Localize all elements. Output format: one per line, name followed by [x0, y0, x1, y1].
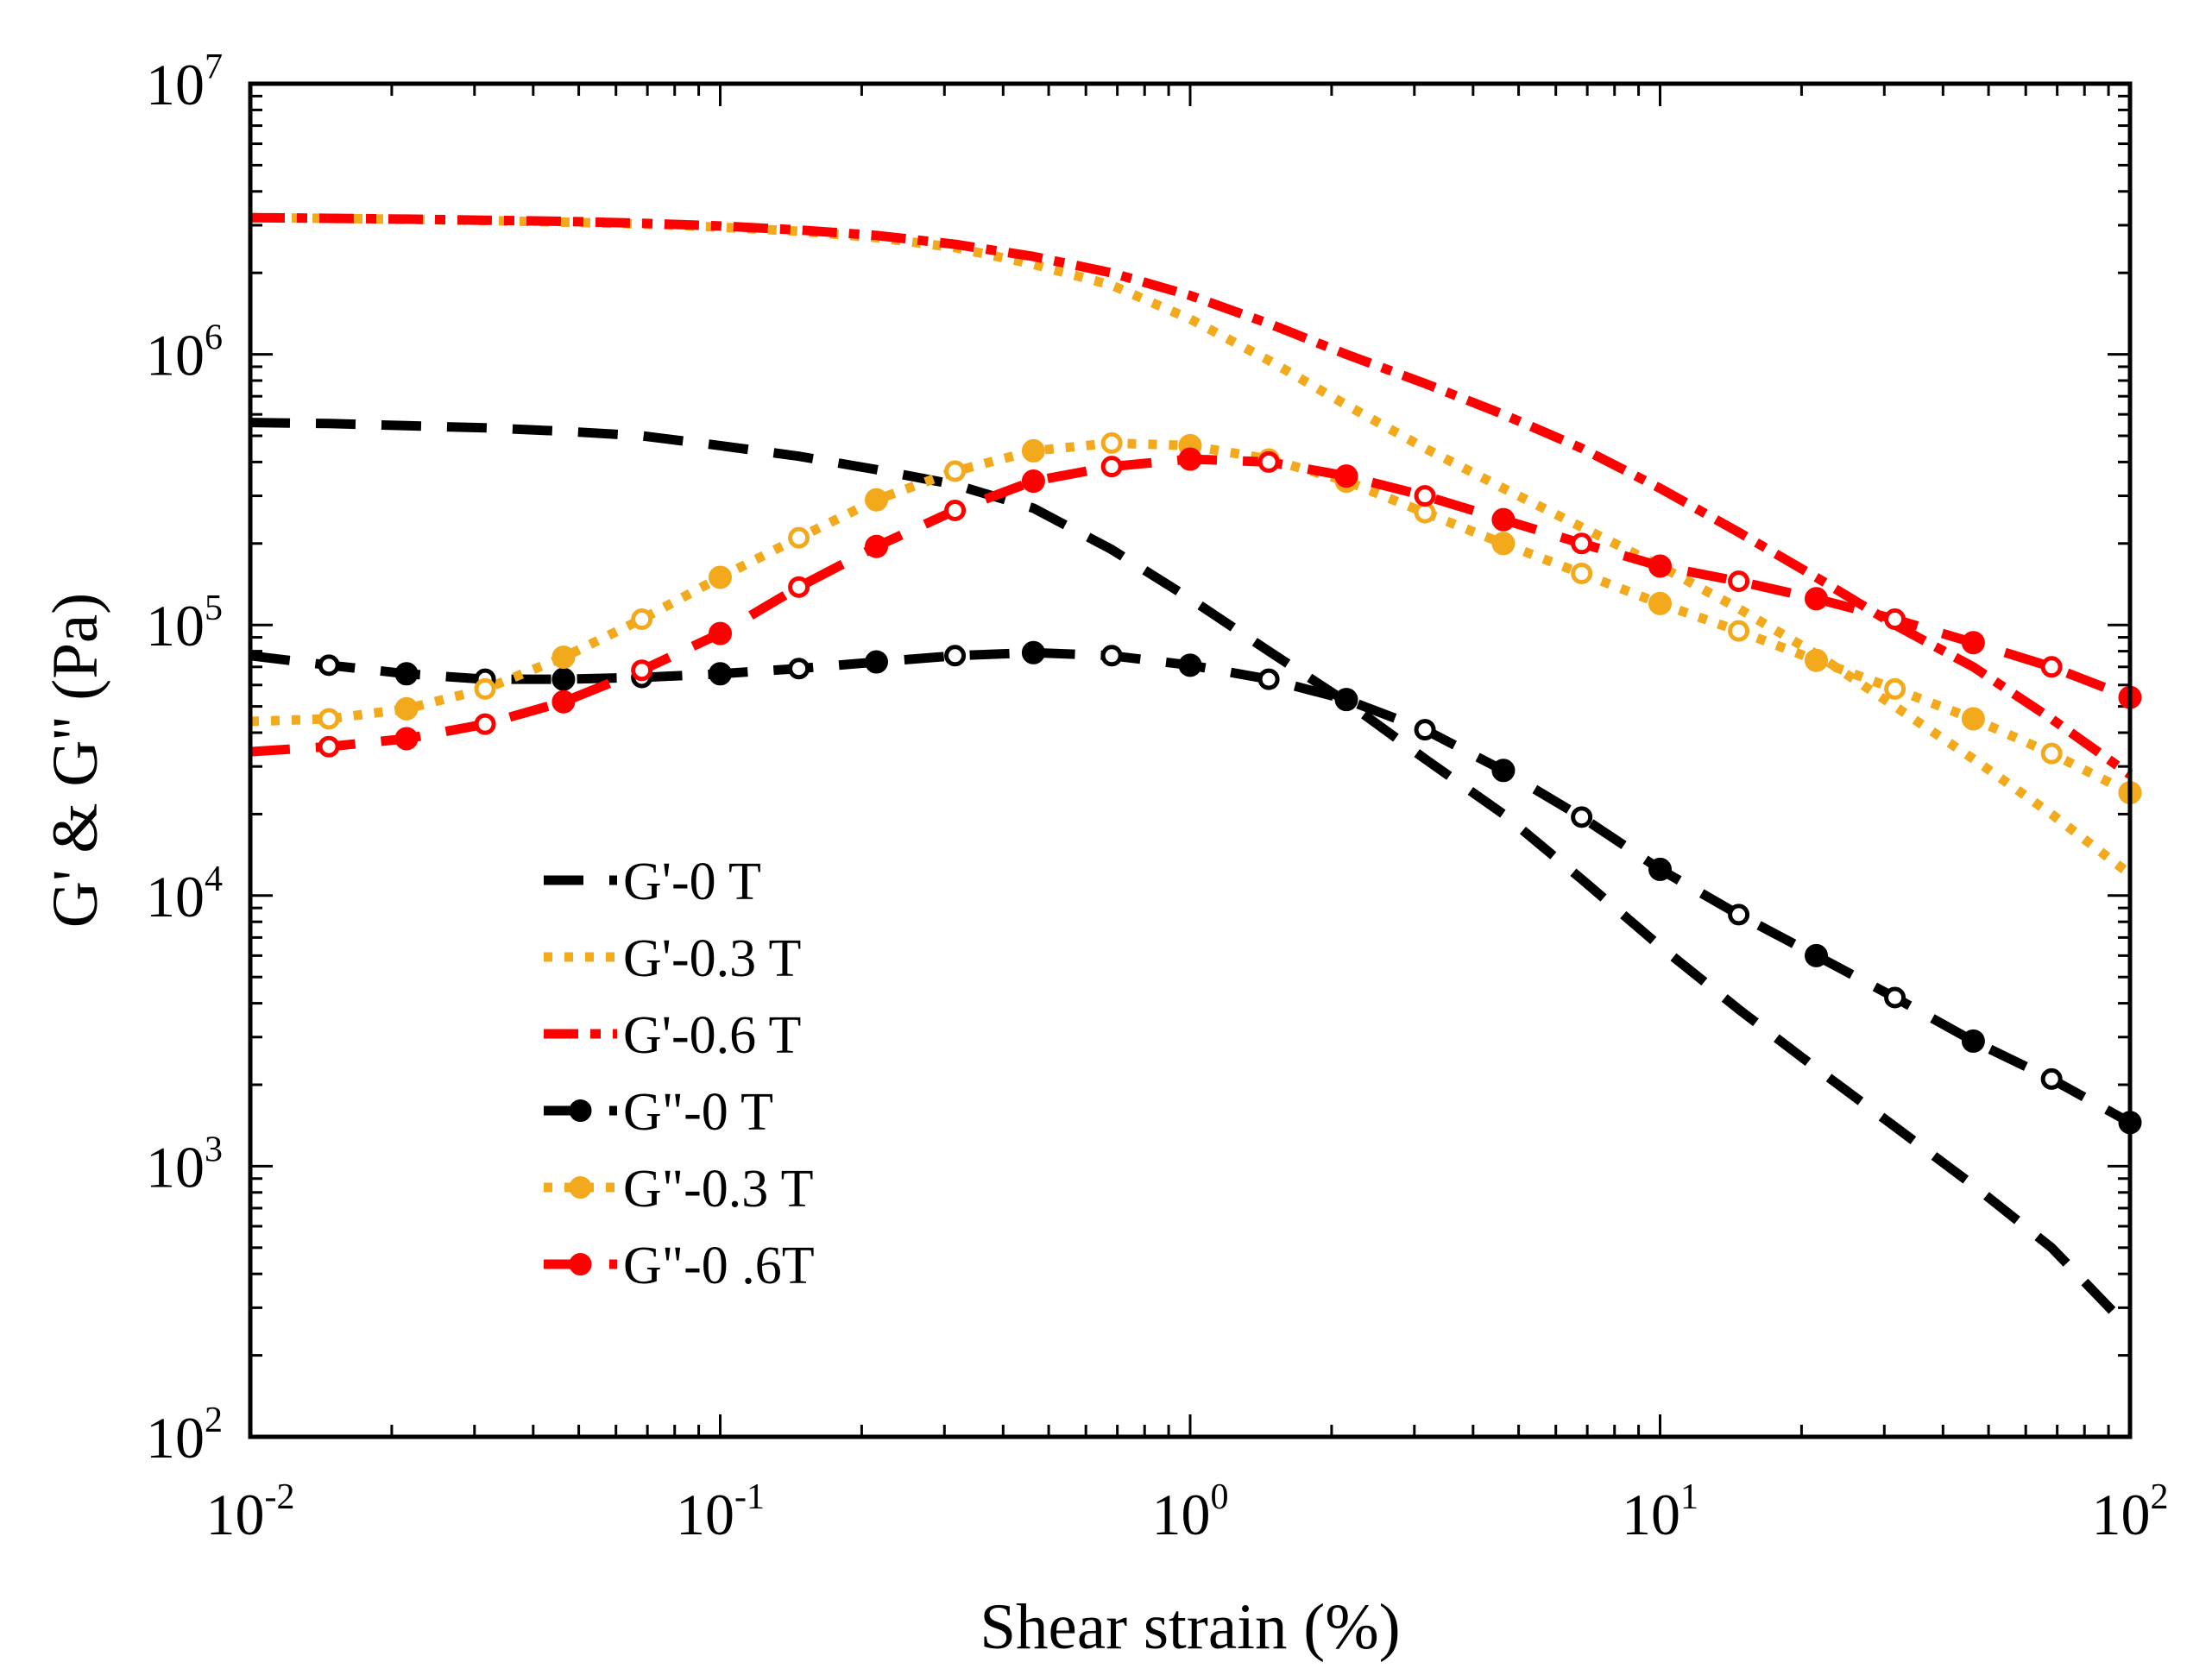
data-point: [1491, 507, 1516, 532]
legend-label: G'-0.3 T: [623, 929, 801, 988]
data-point: [1100, 645, 1123, 667]
y-tick-label: 102: [146, 1401, 223, 1470]
legend: G'-0 T G'-0.3 T G'-0.6 T G"-0 T G"-0.3 T G"-0…: [544, 853, 815, 1295]
data-point: [2040, 656, 2063, 678]
data-point: [1805, 587, 1829, 611]
data-point: [1021, 469, 1045, 494]
legend-label: G"-0 .6T: [623, 1237, 815, 1295]
y-tick-label: 107: [146, 47, 223, 117]
data-point: [551, 690, 576, 714]
data-point: [2040, 742, 2063, 765]
x-axis-title: Shear strain (%): [980, 1591, 1400, 1663]
data-point: [944, 499, 967, 521]
data-point: [1884, 986, 1906, 1009]
y-tick-label: 105: [146, 589, 223, 658]
plot-frame: [248, 81, 2133, 1439]
y-tick-labels: 102 103 104 105 106 107: [146, 47, 223, 1470]
data-point: [1491, 759, 1516, 783]
data-point: [318, 735, 340, 758]
data-point: [631, 608, 653, 631]
data-point: [1805, 648, 1829, 672]
data-point: [551, 645, 576, 670]
y-tick-label: 106: [146, 318, 223, 388]
legend-marker: [569, 1099, 592, 1122]
data-point: [318, 654, 340, 677]
data-point: [474, 713, 496, 735]
data-point: [709, 662, 732, 686]
data-point: [1884, 608, 1906, 631]
data-point: [944, 460, 967, 482]
data-point: [1728, 904, 1750, 926]
data-point: [318, 708, 340, 730]
data-point: [1178, 447, 1202, 471]
y-tick-label: 103: [146, 1130, 223, 1200]
x-tick-label: 10-2: [206, 1477, 295, 1547]
data-point: [1491, 532, 1516, 556]
data-point: [1334, 464, 1358, 488]
data-point: [1021, 438, 1045, 463]
data-point: [1334, 688, 1358, 712]
data-point: [1100, 456, 1123, 478]
data-point: [1728, 570, 1750, 593]
legend-label: G'-0.6 T: [623, 1006, 801, 1065]
data-point: [1648, 554, 1672, 578]
x-tick-label: 101: [1622, 1477, 1698, 1547]
legend-label: G"-0.3 T: [623, 1160, 813, 1218]
data-point: [1100, 431, 1123, 454]
y-tick-label: 104: [146, 860, 223, 929]
data-point: [865, 534, 889, 558]
data-point: [1178, 653, 1202, 677]
data-point: [1257, 450, 1280, 473]
x-tick-label: 100: [1152, 1477, 1229, 1547]
data-point: [1648, 857, 1672, 881]
legend-label: G"-0 T: [623, 1083, 773, 1142]
legend-marker: [569, 1176, 592, 1199]
data-point: [1021, 640, 1045, 664]
data-point: [1961, 1029, 1985, 1053]
x-tick-label: 102: [2092, 1477, 2169, 1547]
data-point: [551, 667, 576, 691]
x-tick-label: 10-1: [676, 1477, 765, 1547]
data-point: [944, 645, 967, 667]
data-point: [1648, 591, 1672, 615]
data-point: [1805, 943, 1829, 967]
data-point: [709, 621, 732, 645]
data-point: [788, 526, 810, 549]
legend-marker: [569, 1253, 592, 1275]
data-point: [2040, 1067, 2063, 1090]
data-point: [1728, 620, 1750, 642]
data-point: [709, 565, 732, 589]
series-markers: [318, 431, 2142, 1135]
data-point: [1571, 532, 1593, 555]
y-axis-title: G' & G'' (Pa): [40, 593, 111, 928]
data-point: [865, 488, 889, 512]
data-point: [474, 677, 496, 700]
data-point: [394, 662, 419, 686]
data-point: [1571, 806, 1593, 828]
series-line-2: [249, 212, 2133, 779]
data-point: [788, 576, 810, 598]
data-point: [1571, 563, 1593, 585]
data-point: [631, 659, 653, 682]
x-tick-labels: 10-2 10-1 100 101 102: [206, 1477, 2169, 1547]
data-point: [394, 727, 419, 751]
legend-label: G'-0 T: [623, 853, 761, 911]
data-point: [1257, 668, 1280, 690]
data-point: [1884, 677, 1906, 700]
data-point: [394, 696, 419, 721]
data-point: [1961, 631, 1985, 655]
data-point: [1961, 707, 1985, 731]
data-point: [1414, 719, 1436, 741]
data-point: [865, 650, 889, 674]
data-point: [788, 658, 810, 680]
data-point: [1414, 485, 1436, 507]
